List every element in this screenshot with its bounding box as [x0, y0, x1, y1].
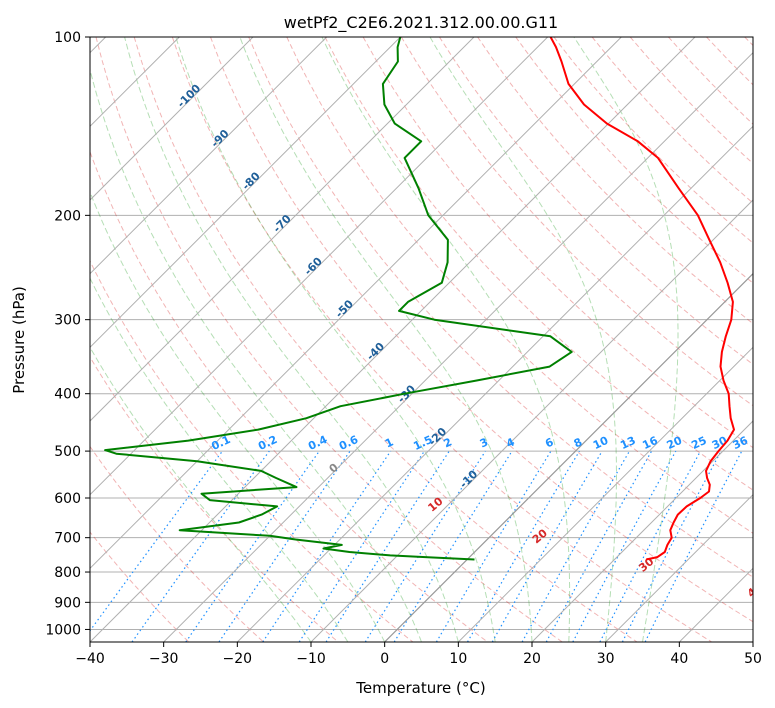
mixing-ratio-line	[435, 450, 552, 642]
mixing-ratio-label: 10	[591, 434, 611, 452]
y-tick-label: 200	[54, 208, 81, 224]
series-layer	[104, 37, 735, 561]
moist-adiabat-line	[90, 67, 422, 642]
plot-frame	[89, 36, 754, 643]
mixing-ratio-label: 30	[710, 434, 730, 452]
isotherm-line	[90, 37, 401, 349]
moist-adiabat-line	[90, 190, 386, 642]
isotherm-line	[163, 51, 753, 642]
mixing-ratio-label: 16	[640, 434, 660, 452]
background-lines	[90, 37, 753, 642]
mixing-ratio-line	[325, 450, 450, 642]
dry-adiabat-line	[400, 37, 753, 407]
dry-adiabat-line	[286, 37, 753, 534]
mixing-ratio-line	[364, 450, 486, 642]
x-tick-label: −10	[296, 651, 326, 667]
mixing-ratio-label: 36	[731, 434, 751, 452]
zero-isotherm-line	[384, 272, 753, 642]
x-tick-label: 0	[380, 651, 389, 667]
mixing-ratio-line	[262, 450, 392, 642]
mixing-ratio-line	[599, 450, 702, 642]
temperature-profile-line	[549, 37, 735, 561]
x-tick-label: 40	[670, 651, 688, 667]
dry-adiabat-line	[438, 37, 753, 366]
chart-title: wetPf2_C2E6.2021.312.00.00.G11	[284, 13, 558, 33]
dry-adiabat-line	[515, 37, 753, 284]
mixing-ratio-line	[298, 450, 425, 642]
dry-adiabat-line	[210, 37, 753, 623]
mixing-ratio-line	[466, 450, 580, 642]
isotherm-line	[90, 37, 622, 570]
y-tick-label: 300	[54, 313, 81, 329]
y-tick-label: 800	[54, 565, 81, 581]
dry-adiabat-line	[90, 259, 414, 642]
axes: −40 −30 −20 −10 0 10 20 30 40 50 100 200 300 400 500 60…	[45, 30, 762, 667]
moist-adiabat-line	[90, 277, 349, 642]
mixing-ratio-label: 20	[665, 434, 685, 452]
dry-adiabat-line	[477, 37, 753, 325]
isotherm-line	[457, 346, 753, 642]
dry-adiabat-line	[171, 37, 712, 642]
moist-adiabat-line	[573, 37, 679, 642]
x-tick-label: 10	[449, 651, 467, 667]
moist-adiabat-line	[429, 37, 617, 642]
isotherm-line	[531, 420, 753, 642]
mixing-ratio-label: 25	[689, 434, 708, 452]
dry-adiabat-line	[90, 531, 190, 642]
moist-adiabat-line	[124, 37, 459, 642]
moist-adiabat-line	[90, 346, 312, 642]
dewpoint-profile-line	[104, 37, 573, 561]
dry-adiabat-line	[95, 37, 563, 642]
moist-adiabat-line	[175, 37, 496, 642]
dry-adiabat-label: 40	[745, 580, 765, 600]
y-tick-label: 600	[54, 491, 81, 507]
y-tick-label: 500	[54, 444, 81, 460]
mixing-ratio-line	[218, 450, 351, 642]
y-tick-label: 700	[54, 531, 81, 547]
x-tick-label: −30	[149, 651, 179, 667]
mixing-ratio-line	[185, 450, 320, 642]
isotherm-line	[90, 37, 328, 275]
isotherm-line	[236, 125, 753, 642]
isotherm-line	[90, 37, 475, 422]
y-tick-label: 1000	[45, 622, 81, 638]
y-tick-label: 900	[54, 595, 81, 611]
y-tick-label: 400	[54, 387, 81, 403]
y-axis-title: Pressure (hPa)	[10, 286, 28, 394]
moist-adiabat-line	[239, 37, 533, 642]
x-tick-label: −40	[75, 651, 105, 667]
x-tick-label: 20	[523, 651, 541, 667]
isotherm-line	[90, 37, 254, 201]
dry-adiabat-line	[90, 150, 488, 642]
dry-adiabat-line	[248, 37, 753, 578]
isotherm-line	[90, 37, 696, 642]
plot-background	[90, 37, 753, 642]
mixing-ratio-line	[572, 450, 677, 642]
moist-adiabat-line	[321, 37, 571, 642]
y-tick-label: 100	[54, 30, 81, 46]
x-tick-label: 50	[744, 651, 762, 667]
x-tick-label: 30	[597, 651, 615, 667]
dry-adiabat-line	[362, 37, 753, 449]
isotherm-line	[752, 641, 753, 642]
isotherm-line	[605, 493, 753, 642]
x-axis-title: Temperature (°C)	[355, 679, 485, 697]
dry-adiabat-line	[133, 37, 638, 642]
isotherm-line	[90, 37, 549, 496]
dry-adiabat-line	[90, 445, 264, 642]
mixing-ratio-label: 13	[618, 434, 637, 452]
isotherm-line	[310, 199, 753, 642]
dry-adiabat-line	[324, 37, 753, 491]
x-tick-label: −20	[223, 651, 253, 667]
